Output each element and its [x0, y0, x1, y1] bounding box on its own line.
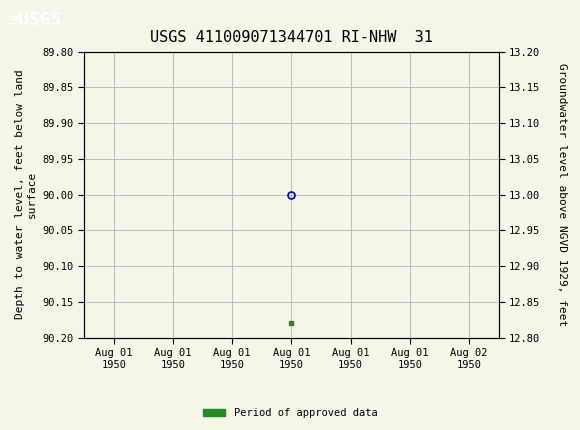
- Y-axis label: Groundwater level above NGVD 1929, feet: Groundwater level above NGVD 1929, feet: [557, 63, 567, 326]
- Text: ≋USGS: ≋USGS: [7, 12, 61, 29]
- Y-axis label: Depth to water level, feet below land
surface: Depth to water level, feet below land su…: [15, 70, 37, 319]
- Title: USGS 411009071344701 RI-NHW  31: USGS 411009071344701 RI-NHW 31: [150, 30, 433, 45]
- Legend: Period of approved data: Period of approved data: [198, 404, 382, 423]
